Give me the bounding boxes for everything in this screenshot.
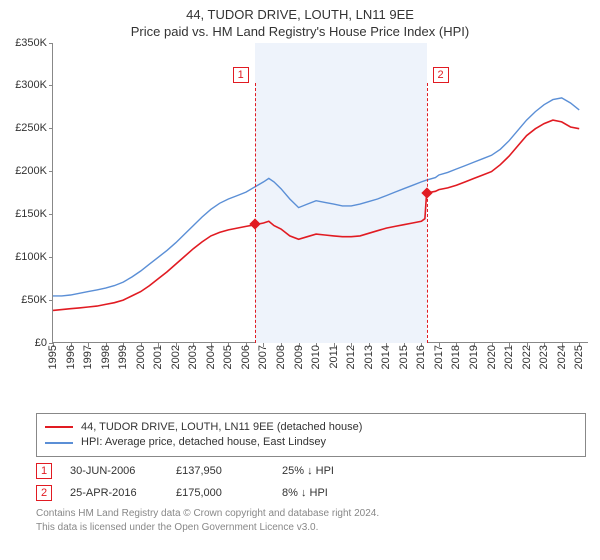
x-tick-label: 2019	[468, 343, 480, 369]
credit-line-1: Contains HM Land Registry data © Crown c…	[36, 507, 586, 521]
x-tick-label: 2018	[450, 343, 462, 369]
series-svg	[53, 43, 588, 343]
x-tick-label: 1997	[82, 343, 94, 369]
y-tick-label: £0	[1, 337, 47, 349]
sale-box-2: 2	[36, 485, 52, 501]
y-tick-mark	[49, 257, 53, 258]
y-tick-label: £50K	[1, 294, 47, 306]
legend-swatch	[45, 442, 73, 444]
legend-label: HPI: Average price, detached house, East…	[81, 435, 326, 450]
plot-area: £0£50K£100K£150K£200K£250K£300K£350K1995…	[52, 43, 588, 343]
x-tick-label: 2003	[187, 343, 199, 369]
sale-date: 25-APR-2016	[70, 487, 158, 499]
sales-table: 1 30-JUN-2006 £137,950 25% ↓ HPI 2 25-APR-201…	[36, 463, 586, 501]
sale-date: 30-JUN-2006	[70, 465, 158, 477]
y-tick-label: £200K	[1, 165, 47, 177]
chart-container: 44, TUDOR DRIVE, LOUTH, LN11 9EE Price p…	[0, 0, 600, 560]
series-hpi	[53, 97, 579, 295]
x-tick-label: 2006	[240, 343, 252, 369]
credit-line-2: This data is licensed under the Open Gov…	[36, 521, 586, 535]
marker-line-2	[427, 83, 429, 343]
x-tick-label: 1999	[117, 343, 129, 369]
x-tick-label: 2008	[275, 343, 287, 369]
legend-swatch	[45, 426, 73, 428]
x-tick-label: 2012	[345, 343, 357, 369]
x-tick-label: 2005	[222, 343, 234, 369]
y-tick-label: £150K	[1, 208, 47, 220]
chart-area: £0£50K£100K£150K£200K£250K£300K£350K1995…	[52, 43, 588, 373]
x-tick-label: 2017	[433, 343, 445, 369]
x-tick-label: 2002	[170, 343, 182, 369]
marker-line-1	[255, 83, 257, 343]
legend-label: 44, TUDOR DRIVE, LOUTH, LN11 9EE (detach…	[81, 420, 362, 435]
x-tick-label: 2009	[293, 343, 305, 369]
x-tick-label: 2016	[415, 343, 427, 369]
y-tick-mark	[49, 85, 53, 86]
x-tick-label: 1996	[65, 343, 77, 369]
x-tick-label: 2001	[152, 343, 164, 369]
credit-text: Contains HM Land Registry data © Crown c…	[36, 507, 586, 534]
x-tick-label: 2010	[310, 343, 322, 369]
x-tick-label: 2004	[205, 343, 217, 369]
chart-subtitle: Price paid vs. HM Land Registry's House …	[0, 24, 600, 43]
marker-box-2: 2	[433, 67, 449, 83]
chart-title: 44, TUDOR DRIVE, LOUTH, LN11 9EE	[0, 0, 600, 24]
sale-pct: 8% ↓ HPI	[282, 487, 370, 499]
x-tick-label: 1998	[100, 343, 112, 369]
x-tick-label: 2023	[538, 343, 550, 369]
x-tick-label: 2024	[556, 343, 568, 369]
legend: 44, TUDOR DRIVE, LOUTH, LN11 9EE (detach…	[36, 413, 586, 458]
x-tick-label: 2007	[257, 343, 269, 369]
y-tick-mark	[49, 214, 53, 215]
y-tick-label: £300K	[1, 79, 47, 91]
y-tick-mark	[49, 300, 53, 301]
sale-price: £137,950	[176, 465, 264, 477]
y-tick-mark	[49, 171, 53, 172]
sale-row-2: 2 25-APR-2016 £175,000 8% ↓ HPI	[36, 485, 586, 501]
y-tick-mark	[49, 128, 53, 129]
y-tick-label: £100K	[1, 251, 47, 263]
y-tick-label: £350K	[1, 37, 47, 49]
sale-row-1: 1 30-JUN-2006 £137,950 25% ↓ HPI	[36, 463, 586, 479]
sale-box-1: 1	[36, 463, 52, 479]
x-tick-label: 2013	[363, 343, 375, 369]
x-tick-label: 2011	[328, 343, 340, 369]
x-tick-label: 2000	[135, 343, 147, 369]
y-tick-mark	[49, 43, 53, 44]
x-tick-label: 1995	[47, 343, 59, 369]
legend-row-hpi: HPI: Average price, detached house, East…	[45, 435, 577, 450]
legend-row-price_paid: 44, TUDOR DRIVE, LOUTH, LN11 9EE (detach…	[45, 420, 577, 435]
x-tick-label: 2025	[573, 343, 585, 369]
x-tick-label: 2020	[486, 343, 498, 369]
marker-box-1: 1	[233, 67, 249, 83]
x-tick-label: 2014	[380, 343, 392, 369]
sale-pct: 25% ↓ HPI	[282, 465, 370, 477]
x-tick-label: 2015	[398, 343, 410, 369]
y-tick-label: £250K	[1, 122, 47, 134]
x-tick-label: 2021	[503, 343, 515, 369]
x-tick-label: 2022	[521, 343, 533, 369]
sale-price: £175,000	[176, 487, 264, 499]
